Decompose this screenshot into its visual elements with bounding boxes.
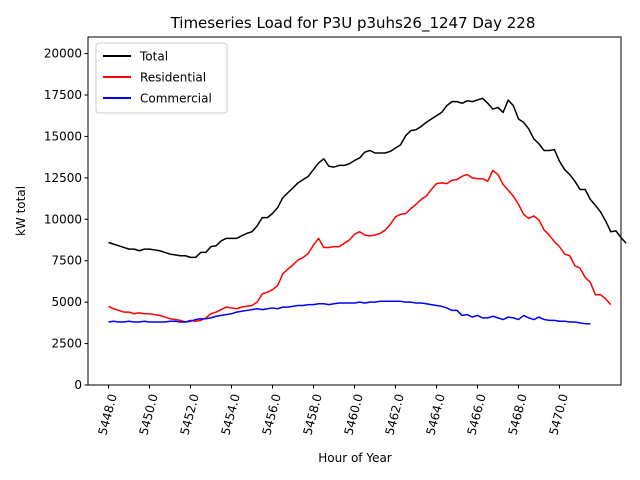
y-tick-label: 20000	[44, 47, 82, 61]
series-line-commercial	[108, 300, 591, 325]
series-group	[108, 97, 627, 325]
y-axis-label: kW total	[14, 186, 28, 236]
y-tick-label: 5000	[51, 295, 82, 309]
chart-title: Timeseries Load for P3U p3uhs26_1247 Day…	[170, 14, 536, 33]
legend-box	[95, 42, 228, 114]
y-tick-label: 10000	[44, 212, 82, 226]
plot-frame	[87, 36, 622, 386]
legend-label-total: Total	[139, 50, 168, 64]
series-line-total	[108, 97, 627, 259]
legend-label-residential: Residential	[140, 71, 206, 85]
y-tick-label: 12500	[44, 171, 82, 185]
y-tick-label: 15000	[44, 129, 82, 143]
y-tick-label: 2500	[51, 337, 82, 351]
legend: Total Residential Commercial	[95, 42, 228, 114]
y-tick-label: 0	[74, 378, 82, 392]
y-tick-label: 7500	[51, 254, 82, 268]
y-tick-label: 17500	[44, 88, 82, 102]
legend-label-commercial: Commercial	[140, 92, 212, 106]
x-axis-label: Hour of Year	[318, 451, 392, 465]
